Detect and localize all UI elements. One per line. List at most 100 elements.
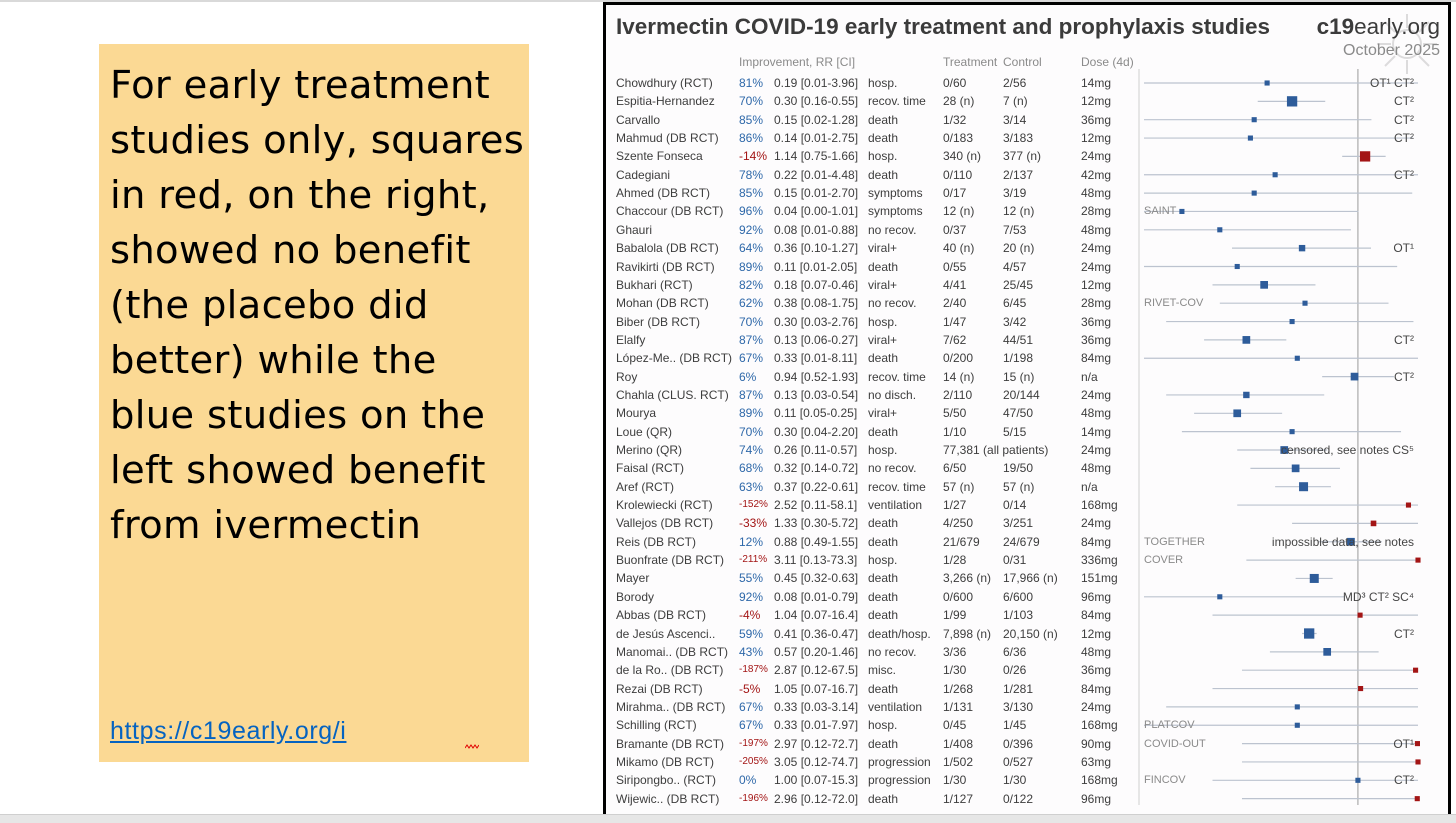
dose: 42mg — [1081, 167, 1112, 182]
study-name: Vallejos (DB RCT) — [616, 516, 714, 531]
study-row: Faisal (RCT) 68% 0.32 [0.14-0.72] no recov.… — [606, 459, 1442, 477]
dose: 168mg — [1081, 773, 1118, 788]
effect-size-square — [1251, 117, 1257, 123]
control-count: 12 (n) — [1003, 204, 1035, 219]
treatment-count: 21/679 — [943, 534, 980, 549]
improvement-percent: -33% — [739, 516, 768, 531]
dose: n/a — [1081, 369, 1098, 384]
study-row: Merino (QR) 74% 0.26 [0.11-0.57] hosp. 77,38… — [606, 441, 1442, 459]
effect-size-square — [1251, 190, 1257, 196]
effect-size-square — [1242, 336, 1251, 344]
dose: 12mg — [1081, 626, 1112, 641]
study-note: OT¹ CT² — [1370, 76, 1414, 90]
control-count: 3/42 — [1003, 314, 1027, 329]
study-row: Chaccour (DB RCT) 96% 0.04 [0.00-1.01] symp… — [606, 202, 1442, 220]
relative-risk-ci: 2.87 [0.12-67.5] — [774, 663, 859, 678]
outcome: symptoms — [868, 186, 923, 201]
outcome: viral+ — [868, 332, 898, 347]
relative-risk-ci: 0.18 [0.07-0.46] — [774, 277, 859, 292]
dose: 151mg — [1081, 571, 1118, 586]
dose: 48mg — [1081, 406, 1112, 421]
improvement-percent: 92% — [739, 222, 764, 237]
effect-size-square — [1414, 796, 1420, 802]
dose: 168mg — [1081, 718, 1118, 733]
relative-risk-ci: 0.94 [0.52-1.93] — [774, 369, 859, 384]
improvement-percent: 55% — [739, 571, 764, 586]
study-row: Cadegiani 78% 0.22 [0.01-4.48] death 0/110 2/… — [606, 166, 1442, 184]
dose: 168mg — [1081, 498, 1118, 513]
outcome: death — [868, 351, 899, 366]
control-count: 25/45 — [1003, 277, 1034, 292]
study-name: Buonfrate (DB RCT) — [616, 553, 725, 568]
study-row: Szente Fonseca -14% 1.14 [0.75-1.66] hosp. 3… — [606, 147, 1442, 165]
treatment-count: 1/268 — [943, 681, 974, 696]
relative-risk-ci: 0.36 [0.10-1.27] — [774, 241, 859, 256]
study-name: Roy — [616, 369, 638, 384]
study-row: Ravikirti (DB RCT) 89% 0.11 [0.01-2.05] dea… — [606, 258, 1442, 276]
source-link[interactable]: https://c19early.org/i — [110, 717, 347, 745]
dose: 24mg — [1081, 443, 1112, 457]
study-name: Cadegiani — [616, 167, 671, 182]
dose: 96mg — [1081, 791, 1112, 806]
outcome: death — [868, 534, 899, 549]
study-row: Chahla (CLUS. RCT) 87% 0.13 [0.03-0.54] no … — [606, 386, 1442, 404]
relative-risk-ci: 0.33 [0.01-7.97] — [774, 718, 859, 733]
study-name: de Jesús Ascenci.. — [616, 626, 716, 641]
improvement-percent: -152% — [739, 499, 768, 511]
outcome: death — [868, 681, 899, 696]
relative-risk-ci: 1.04 [0.07-16.4] — [774, 608, 859, 623]
control-count: 5/15 — [1003, 424, 1027, 439]
control-count: 3/251 — [1003, 516, 1034, 531]
study-row: Elalfy 87% 0.13 [0.06-0.27] viral+ 7/62 44/51… — [606, 331, 1442, 349]
relative-risk-ci: 0.13 [0.03-0.54] — [774, 387, 859, 402]
effect-size-square — [1347, 537, 1355, 546]
relative-risk-ci: 0.33 [0.03-3.14] — [774, 699, 859, 714]
improvement-percent: 12% — [739, 534, 764, 549]
annotation-textbox[interactable]: For early treatment studies only, square… — [99, 44, 529, 762]
study-row: Siripongbo.. (RCT) 0% 1.00 [0.07-15.3] prog… — [606, 771, 1442, 789]
outcome: progression — [868, 773, 931, 788]
study-name: Abbas (DB RCT) — [616, 608, 707, 623]
improvement-percent: 62% — [739, 296, 764, 311]
control-count: 1/198 — [1003, 351, 1034, 366]
study-row: Wijewic.. (DB RCT) -196% 2.96 [0.12-72.0] d… — [606, 790, 1442, 808]
outcome: hosp. — [868, 149, 898, 164]
study-name: Chahla (CLUS. RCT) — [616, 387, 729, 402]
study-name: Wijewic.. (DB RCT) — [616, 791, 720, 806]
study-row: Manomai.. (DB RCT) 43% 0.57 [0.20-1.46] no … — [606, 643, 1442, 661]
effect-size-square — [1414, 741, 1421, 747]
improvement-percent: 67% — [739, 718, 764, 733]
effect-size-square — [1286, 96, 1298, 107]
study-row: Mirahma.. (DB RCT) 67% 0.33 [0.03-3.14] ven… — [606, 698, 1442, 716]
outcome: viral+ — [868, 406, 898, 421]
dose: 336mg — [1081, 553, 1118, 568]
study-row: Bramante (DB RCT) -197% 2.97 [0.12-72.7] de… — [606, 735, 1442, 753]
relative-risk-ci: 0.22 [0.01-4.48] — [774, 167, 859, 182]
effect-size-square — [1415, 557, 1421, 563]
study-row: Mourya 89% 0.11 [0.05-0.25] viral+ 5/50 47/50… — [606, 404, 1442, 422]
outcome: hosp. — [868, 718, 898, 733]
dose: 24mg — [1081, 241, 1112, 256]
control-count: 6/45 — [1003, 296, 1027, 311]
treatment-count: 1/47 — [943, 314, 967, 329]
study-name: Aref (RCT) — [616, 479, 674, 494]
study-name: Szente Fonseca — [616, 149, 703, 164]
treatment-count: 2/110 — [943, 387, 973, 402]
study-row: Mohan (DB RCT) 62% 0.38 [0.08-1.75] no reco… — [606, 294, 1442, 312]
dose: 14mg — [1081, 424, 1112, 439]
treatment-count: 0/183 — [943, 131, 974, 146]
improvement-percent: 70% — [739, 314, 764, 329]
outcome: death — [868, 131, 899, 146]
control-count: 2/56 — [1003, 76, 1027, 90]
outcome: no recov. — [868, 644, 917, 659]
header-dose: Dose (4d) — [1081, 55, 1134, 69]
relative-risk-ci: 0.30 [0.03-2.76] — [774, 314, 859, 329]
effect-size-square — [1243, 391, 1250, 399]
relative-risk-ci: 0.30 [0.04-2.20] — [774, 424, 859, 439]
trial-acronym: PLATCOV — [1144, 719, 1195, 732]
treatment-count: 1/10 — [943, 424, 967, 439]
relative-risk-ci: 2.52 [0.11-58.1] — [774, 498, 858, 513]
control-count: 2/137 — [1003, 167, 1034, 182]
study-note: CT² — [1394, 112, 1414, 127]
figure-title: Ivermectin COVID-19 early treatment and … — [616, 14, 1270, 39]
